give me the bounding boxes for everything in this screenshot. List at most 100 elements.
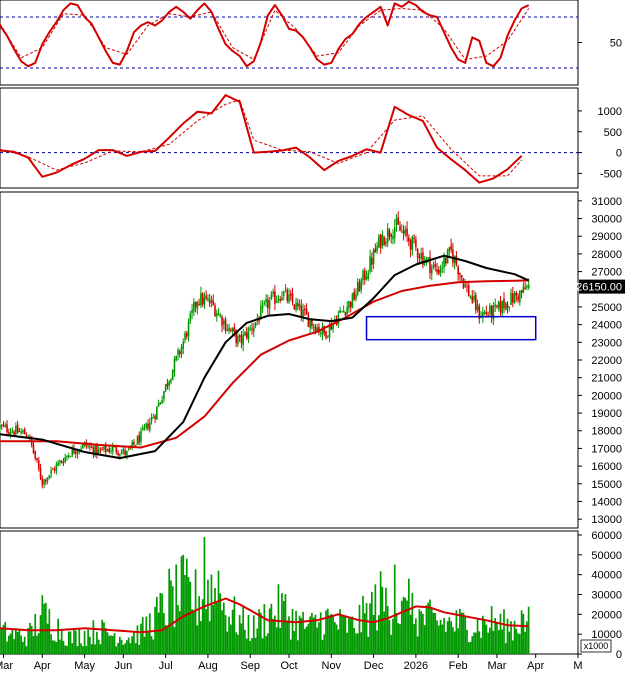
- x-tick-label: Dec: [364, 660, 384, 672]
- price-candle-body: [459, 272, 461, 275]
- oscillator-panel: 50: [0, 0, 622, 86]
- price-candle-body: [499, 301, 502, 313]
- price-candle-body: [221, 316, 223, 326]
- volume-tick-label: 10000: [591, 629, 622, 641]
- price-candle-body: [282, 291, 285, 296]
- price-candle-body: [506, 304, 509, 309]
- price-candle-body: [474, 295, 477, 311]
- oscillator-tick-label: 50: [610, 38, 622, 50]
- price-candle-body: [476, 304, 479, 311]
- price-candle-body: [378, 236, 380, 248]
- price-candle-body: [341, 311, 343, 313]
- price-candle-body: [36, 457, 38, 461]
- price-candle-body: [90, 446, 93, 448]
- price-candle-body: [305, 308, 308, 315]
- price-candle-body: [8, 432, 10, 434]
- price-candle-body: [64, 457, 67, 462]
- price-tick-label: 14000: [591, 496, 622, 508]
- price-candle-body: [467, 285, 470, 297]
- price-candle-body: [522, 286, 525, 294]
- price-candle-body: [453, 256, 456, 264]
- price-candle-body: [226, 329, 229, 331]
- price-candle-body: [374, 248, 377, 253]
- price-candle-body: [330, 323, 333, 330]
- volume-unit-box: [580, 639, 612, 653]
- volume-ma-line: [0, 597, 529, 634]
- price-candle-body: [145, 422, 148, 428]
- price-candle-body: [339, 310, 341, 314]
- price-candle-body: [298, 303, 301, 308]
- price-candle-body: [170, 379, 172, 383]
- price-candle-body: [508, 306, 511, 308]
- price-candle-body: [383, 237, 385, 245]
- price-candle-body: [274, 291, 276, 304]
- price-candle-body: [9, 432, 12, 435]
- price-candle-body: [439, 268, 442, 273]
- x-tick-label: Mar: [0, 660, 13, 672]
- price-candle-body: [189, 313, 192, 322]
- price-candle-body: [210, 298, 213, 303]
- x-tick-label: 2026: [404, 660, 428, 672]
- price-candle-body: [32, 444, 35, 453]
- price-candle-body: [205, 295, 207, 299]
- price-candle-body: [466, 286, 468, 288]
- price-tick-label: 25000: [591, 302, 622, 314]
- price-candle-body: [265, 298, 267, 303]
- price-candle-body: [490, 305, 493, 318]
- price-candle-body: [275, 300, 278, 303]
- price-candle-body: [379, 234, 382, 248]
- price-panel: 31000 30000 29000 28000 27000 25000 24000 23000…: [0, 191, 625, 529]
- macd-panel: 1000 500 0 -500: [0, 87, 622, 189]
- x-tick-label: May: [74, 660, 95, 672]
- price-candle-body: [300, 305, 303, 317]
- price-candle-body: [131, 442, 133, 447]
- macd-tick-label: -500: [600, 168, 622, 180]
- price-candle-body: [200, 293, 202, 306]
- price-candle-body: [312, 325, 315, 328]
- price-candle-body: [284, 289, 287, 291]
- price-candle-body: [0, 425, 1, 428]
- price-candle-body: [302, 309, 304, 317]
- price-candle-body: [369, 256, 371, 272]
- price-candle-body: [318, 326, 320, 333]
- price-candle-body: [388, 230, 391, 237]
- price-tick-label: 29000: [591, 231, 622, 243]
- price-candle-body: [171, 369, 174, 380]
- price-candle-body: [297, 303, 299, 307]
- price-candle-body: [231, 328, 234, 332]
- price-candle-body: [224, 319, 227, 331]
- price-candle-body: [443, 256, 445, 268]
- price-candle-body: [110, 450, 112, 452]
- price-candle-body: [126, 450, 128, 456]
- price-candle-body: [358, 282, 361, 292]
- price-candle-body: [60, 461, 63, 463]
- price-candle-body: [219, 315, 222, 317]
- price-candle-body: [120, 451, 123, 454]
- price-candle-body: [99, 448, 102, 450]
- price-candle-body: [482, 312, 484, 318]
- price-candle-body: [351, 293, 354, 309]
- price-candle-body: [515, 292, 518, 296]
- price-candle-body: [427, 257, 430, 259]
- price-candle-body: [448, 247, 451, 251]
- price-candle-body: [108, 448, 111, 453]
- price-candle-body: [168, 381, 170, 387]
- price-candle-body: [353, 291, 356, 300]
- price-candle-body: [4, 425, 7, 427]
- price-candle-body: [187, 321, 190, 337]
- price-candle-body: [117, 452, 119, 455]
- price-candle-body: [157, 403, 160, 407]
- price-ma-short-line: [0, 254, 530, 460]
- price-candle-body: [0, 424, 3, 426]
- macd-main-line: [0, 94, 523, 184]
- price-candle-body: [66, 455, 68, 458]
- price-candle-body: [395, 218, 398, 225]
- price-candle-body: [89, 446, 91, 448]
- price-candle-body: [154, 416, 156, 419]
- price-tick-label: 18000: [591, 426, 622, 438]
- price-candle-body: [59, 460, 61, 463]
- price-candle-body: [48, 474, 51, 479]
- price-candle-body: [39, 467, 42, 479]
- price-candle-body: [422, 252, 424, 265]
- price-candle-body: [148, 422, 151, 431]
